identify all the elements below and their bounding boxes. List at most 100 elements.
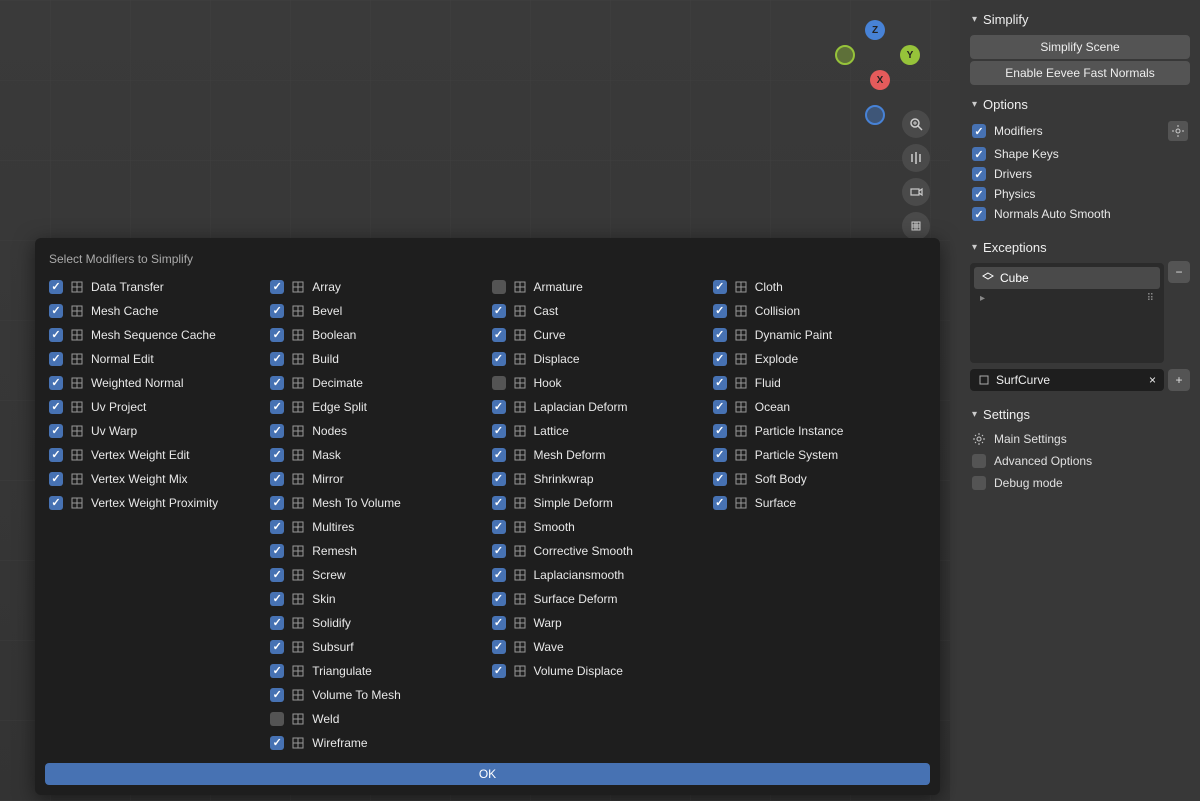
main-settings-row[interactable]: Main Settings [970, 428, 1190, 450]
modifier-row[interactable]: Screw [266, 564, 487, 585]
modifier-checkbox[interactable] [492, 352, 506, 366]
modifier-checkbox[interactable] [270, 688, 284, 702]
axis-y[interactable]: Y [900, 45, 920, 65]
modifier-checkbox[interactable] [492, 448, 506, 462]
modifier-checkbox[interactable] [492, 568, 506, 582]
modifier-checkbox[interactable] [270, 400, 284, 414]
modifier-checkbox[interactable] [49, 496, 63, 510]
modifier-checkbox[interactable] [713, 424, 727, 438]
modifier-row[interactable]: Build [266, 348, 487, 369]
modifier-row[interactable]: Data Transfer [45, 276, 266, 297]
modifier-row[interactable]: Vertex Weight Mix [45, 468, 266, 489]
modifier-row[interactable]: Surface [709, 492, 930, 513]
modifier-row[interactable]: Smooth [488, 516, 709, 537]
modifier-checkbox[interactable] [713, 352, 727, 366]
modifier-checkbox[interactable] [49, 448, 63, 462]
modifier-row[interactable]: Vertex Weight Edit [45, 444, 266, 465]
modifier-row[interactable]: Lattice [488, 420, 709, 441]
modifier-checkbox[interactable] [492, 520, 506, 534]
modifier-checkbox[interactable] [270, 448, 284, 462]
modifier-checkbox[interactable] [270, 712, 284, 726]
modifier-checkbox[interactable] [49, 304, 63, 318]
modifier-checkbox[interactable] [713, 304, 727, 318]
option-checkbox[interactable] [972, 187, 986, 201]
remove-exception-button[interactable]: − [1168, 261, 1190, 283]
modifier-row[interactable]: Solidify [266, 612, 487, 633]
axis-neg-z[interactable] [865, 105, 885, 125]
perspective-button[interactable] [902, 212, 930, 240]
modifier-row[interactable]: Multires [266, 516, 487, 537]
modifier-row[interactable]: Laplaciansmooth [488, 564, 709, 585]
object-search-field[interactable]: SurfCurve × [970, 369, 1164, 391]
modifier-checkbox[interactable] [270, 664, 284, 678]
modifier-checkbox[interactable] [270, 496, 284, 510]
debug-checkbox[interactable] [972, 476, 986, 490]
modifier-row[interactable]: Surface Deform [488, 588, 709, 609]
grip-icon[interactable]: ⠿ [1147, 293, 1154, 304]
debug-mode-row[interactable]: Debug mode [970, 472, 1190, 494]
modifier-checkbox[interactable] [713, 280, 727, 294]
modifier-checkbox[interactable] [270, 376, 284, 390]
option-row[interactable]: Normals Auto Smooth [970, 204, 1190, 224]
modifier-row[interactable]: Weighted Normal [45, 372, 266, 393]
modifier-checkbox[interactable] [492, 304, 506, 318]
modifier-row[interactable]: Vertex Weight Proximity [45, 492, 266, 513]
modifier-checkbox[interactable] [492, 328, 506, 342]
exception-item[interactable]: Cube [974, 267, 1160, 289]
modifier-checkbox[interactable] [49, 424, 63, 438]
modifier-checkbox[interactable] [49, 472, 63, 486]
modifier-checkbox[interactable] [492, 616, 506, 630]
modifier-row[interactable]: Laplacian Deform [488, 396, 709, 417]
option-checkbox[interactable] [972, 147, 986, 161]
modifier-row[interactable]: Cloth [709, 276, 930, 297]
modifier-row[interactable]: Decimate [266, 372, 487, 393]
modifier-row[interactable]: Armature [488, 276, 709, 297]
modifier-row[interactable]: Normal Edit [45, 348, 266, 369]
modifier-checkbox[interactable] [270, 736, 284, 750]
simplify-header[interactable]: ▾ Simplify [970, 6, 1190, 33]
modifier-row[interactable]: Hook [488, 372, 709, 393]
modifier-checkbox[interactable] [492, 424, 506, 438]
modifier-row[interactable]: Uv Warp [45, 420, 266, 441]
modifier-checkbox[interactable] [270, 328, 284, 342]
modifier-checkbox[interactable] [270, 352, 284, 366]
option-row[interactable]: Physics [970, 184, 1190, 204]
modifier-checkbox[interactable] [492, 640, 506, 654]
modifier-row[interactable]: Cast [488, 300, 709, 321]
enable-fast-normals-button[interactable]: Enable Eevee Fast Normals [970, 61, 1190, 85]
ok-button[interactable]: OK [45, 763, 930, 785]
option-checkbox[interactable] [972, 124, 986, 138]
modifier-row[interactable]: Remesh [266, 540, 487, 561]
modifier-row[interactable]: Shrinkwrap [488, 468, 709, 489]
modifier-checkbox[interactable] [713, 496, 727, 510]
modifier-row[interactable]: Corrective Smooth [488, 540, 709, 561]
modifier-row[interactable]: Nodes [266, 420, 487, 441]
modifier-checkbox[interactable] [492, 280, 506, 294]
modifier-row[interactable]: Simple Deform [488, 492, 709, 513]
advanced-checkbox[interactable] [972, 454, 986, 468]
pan-button[interactable] [902, 144, 930, 172]
modifier-row[interactable]: Edge Split [266, 396, 487, 417]
modifier-checkbox[interactable] [713, 376, 727, 390]
advanced-options-row[interactable]: Advanced Options [970, 450, 1190, 472]
exceptions-header[interactable]: ▾ Exceptions [970, 234, 1190, 261]
modifier-row[interactable]: Array [266, 276, 487, 297]
modifier-checkbox[interactable] [270, 472, 284, 486]
modifier-row[interactable]: Bevel [266, 300, 487, 321]
filter-icon[interactable]: ▸ [980, 293, 985, 304]
modifier-checkbox[interactable] [713, 328, 727, 342]
modifier-row[interactable]: Weld [266, 708, 487, 729]
modifier-row[interactable]: Triangulate [266, 660, 487, 681]
modifier-checkbox[interactable] [270, 568, 284, 582]
modifier-row[interactable]: Volume To Mesh [266, 684, 487, 705]
modifier-row[interactable]: Wave [488, 636, 709, 657]
option-checkbox[interactable] [972, 207, 986, 221]
camera-button[interactable] [902, 178, 930, 206]
modifier-checkbox[interactable] [270, 592, 284, 606]
modifier-checkbox[interactable] [492, 496, 506, 510]
modifier-checkbox[interactable] [492, 400, 506, 414]
modifier-row[interactable]: Skin [266, 588, 487, 609]
gear-button[interactable] [1168, 121, 1188, 141]
modifier-row[interactable]: Mirror [266, 468, 487, 489]
modifier-checkbox[interactable] [49, 328, 63, 342]
